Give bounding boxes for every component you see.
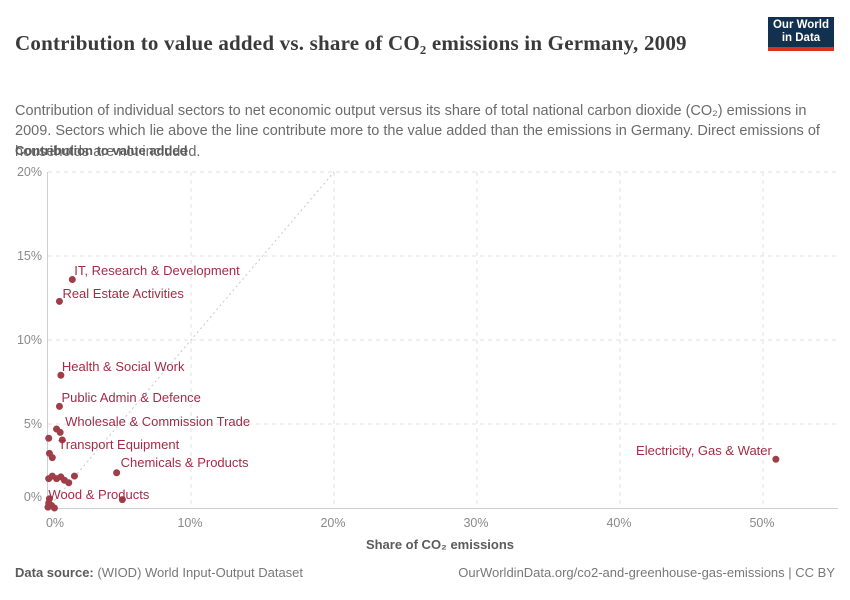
y-axis-title: Contribution to value added — [15, 143, 188, 158]
x-tick-label: 20% — [320, 516, 346, 530]
chart-subtitle: Contribution of individual sectors to ne… — [15, 102, 820, 160]
sector-label[interactable]: Wood & Products — [48, 486, 150, 502]
credit-link[interactable]: OurWorldinData.org/co2-and-greenhouse-ga… — [458, 565, 835, 580]
data-source: Data source: (WIOD) World Input-Output D… — [15, 565, 303, 580]
x-tick-label: 10% — [177, 516, 203, 530]
sector-label[interactable]: Public Admin & Defence — [61, 390, 201, 406]
x-tick-label: 40% — [606, 516, 632, 530]
y-tick-label: 0% — [23, 490, 42, 504]
data-point[interactable] — [44, 503, 52, 511]
y-tick-label: 20% — [16, 165, 42, 179]
sector-label[interactable]: Wholesale & Commission Trade — [65, 414, 251, 430]
data-point[interactable] — [57, 371, 65, 379]
sector-label[interactable]: Chemicals & Products — [120, 454, 249, 470]
data-point[interactable] — [45, 434, 53, 442]
x-tick-label: 30% — [463, 516, 489, 530]
x-axis-title: Share of CO₂ emissions — [365, 537, 515, 552]
y-tick-label: 15% — [16, 249, 42, 263]
plot-area: IT, Research & Development Real Estate Ac… — [44, 171, 838, 512]
sector-label[interactable]: Transport Equipment — [58, 436, 180, 452]
sector-label[interactable]: Health & Social Work — [61, 359, 185, 375]
plot-svg — [44, 171, 838, 512]
sector-label[interactable]: IT, Research & Development — [74, 262, 240, 278]
logo-text-line1: Our World — [772, 19, 829, 31]
x-tick-label: 0% — [45, 516, 65, 530]
y-tick-label: 5% — [23, 417, 42, 431]
data-source-value: (WIOD) World Input-Output Dataset — [93, 565, 304, 580]
sector-label[interactable]: Real Estate Activities — [62, 286, 184, 302]
data-point[interactable] — [53, 425, 61, 433]
data-point[interactable] — [70, 472, 78, 480]
data-point[interactable] — [68, 276, 76, 284]
data-point[interactable] — [50, 504, 58, 512]
x-tick-label: 50% — [749, 516, 775, 530]
data-source-label: Data source: — [15, 565, 94, 580]
chart-title: Contribution to value added vs. share of… — [15, 31, 687, 56]
chart-footer: Data source: (WIOD) World Input-Output D… — [15, 565, 835, 580]
owid-logo[interactable]: Our World in Data — [768, 17, 834, 51]
data-point[interactable] — [65, 479, 73, 487]
y-tick-label: 10% — [16, 333, 42, 347]
data-point[interactable] — [58, 436, 66, 444]
data-point[interactable] — [45, 449, 53, 457]
data-point[interactable] — [113, 469, 121, 477]
data-point[interactable] — [772, 455, 780, 463]
sector-label[interactable]: Electricity, Gas & Water — [636, 443, 772, 459]
data-point[interactable] — [118, 496, 126, 504]
identity-line — [47, 171, 335, 509]
data-point[interactable] — [55, 402, 63, 410]
data-point[interactable] — [55, 297, 63, 305]
logo-text-line2: in Data — [781, 32, 821, 44]
